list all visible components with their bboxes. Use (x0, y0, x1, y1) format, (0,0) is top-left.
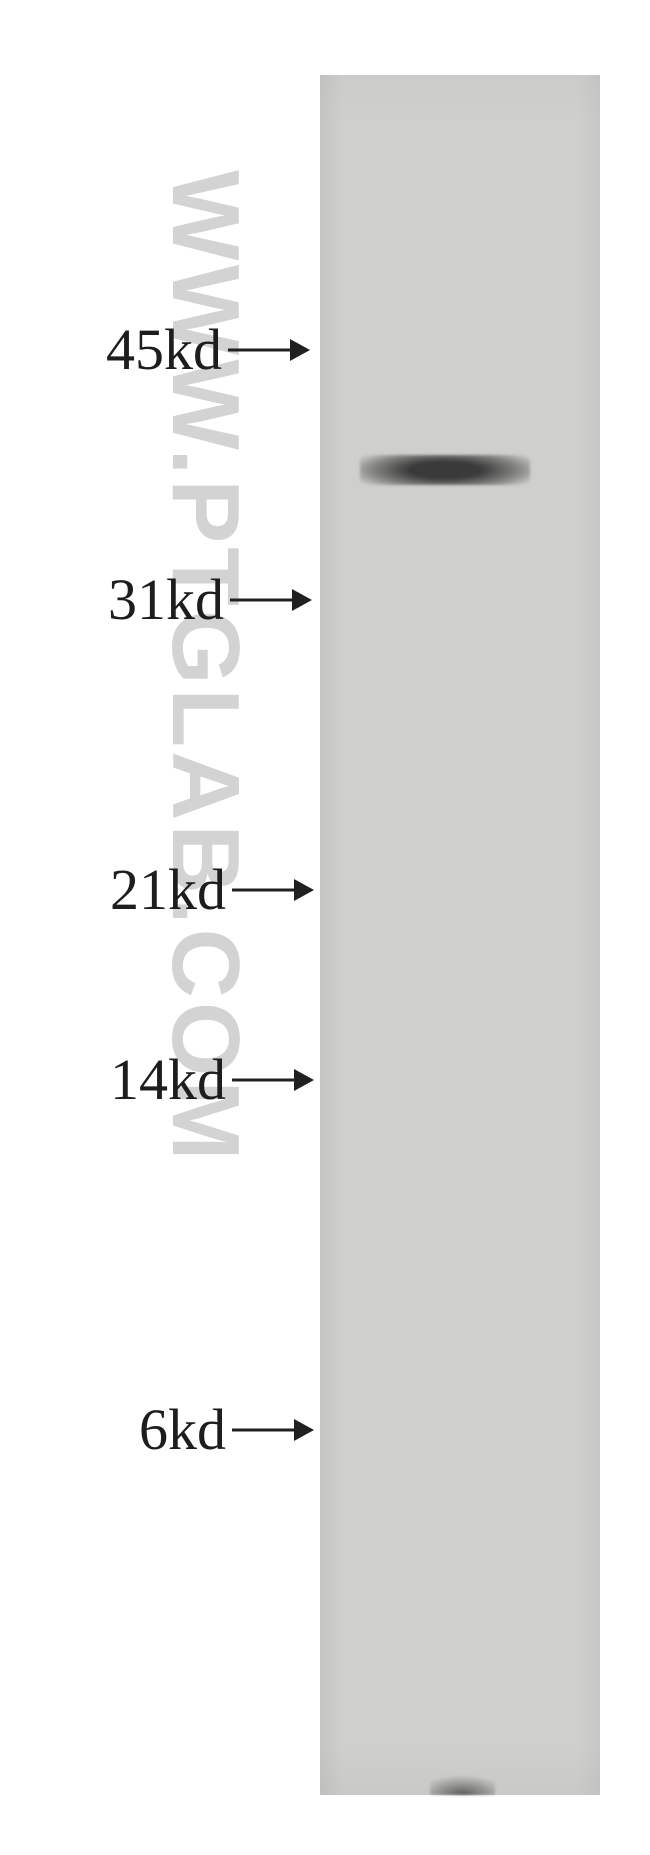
blot-lane (320, 75, 600, 1795)
protein-band (360, 455, 530, 485)
mw-marker: 6kd (139, 1401, 314, 1459)
mw-marker: 45kd (106, 321, 310, 379)
mw-marker: 14kd (110, 1051, 314, 1109)
arrow-right-icon (230, 586, 312, 614)
mw-marker: 31kd (108, 571, 312, 629)
dye-front-smudge (430, 1775, 495, 1795)
mw-marker-label: 31kd (108, 571, 224, 629)
mw-marker-label: 6kd (139, 1401, 226, 1459)
arrow-right-icon (232, 1416, 314, 1444)
mw-marker: 21kd (110, 861, 314, 919)
arrow-right-icon (232, 876, 314, 904)
mw-marker-label: 45kd (106, 321, 222, 379)
arrow-right-icon (228, 336, 310, 364)
mw-marker-label: 21kd (110, 861, 226, 919)
blot-canvas: WWW.PTGLAB.COM 45kd31kd21kd14kd6kd (0, 0, 650, 1855)
arrow-right-icon (232, 1066, 314, 1094)
mw-marker-label: 14kd (110, 1051, 226, 1109)
